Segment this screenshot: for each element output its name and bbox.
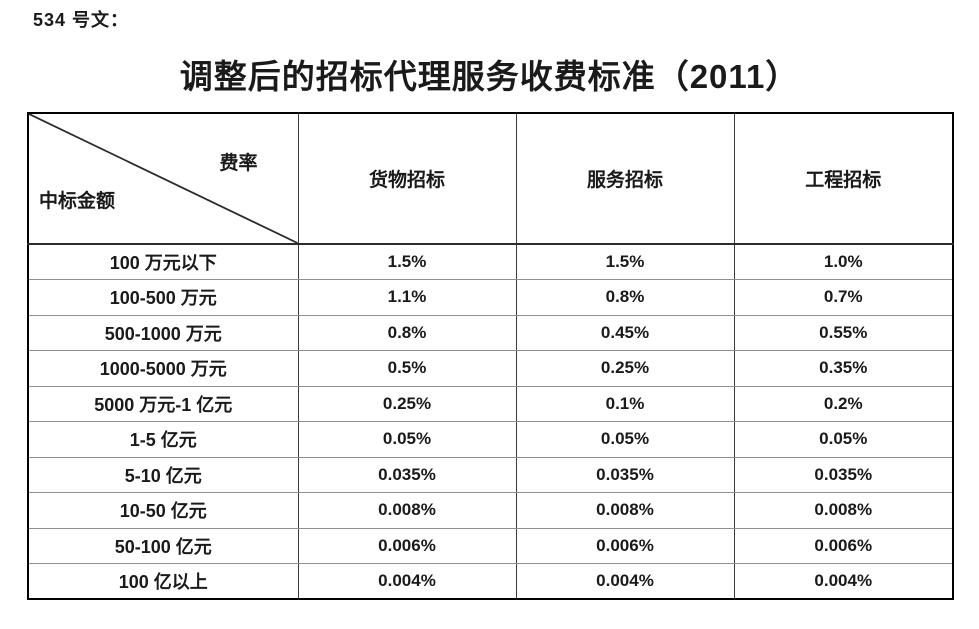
- fee-value-cell: 0.004%: [733, 563, 954, 600]
- fee-value-cell: 0.45%: [515, 314, 735, 351]
- table-row: 100-500 万元 1.1% 0.8% 0.7%: [27, 279, 954, 316]
- fee-value-cell: 0.25%: [515, 350, 735, 387]
- fee-value-cell: 0.8%: [515, 279, 735, 316]
- table-body: 100 万元以下 1.5% 1.5% 1.0% 100-500 万元 1.1% 0.8% 0.…: [27, 243, 954, 600]
- fee-value-cell: 0.2%: [733, 385, 954, 422]
- column-header-engineering-bidding: 工程招标: [733, 113, 954, 245]
- fee-value-cell: 0.05%: [733, 421, 954, 458]
- fee-value-cell: 0.55%: [733, 314, 954, 351]
- fee-value-cell: 0.35%: [733, 350, 954, 387]
- table-row: 500-1000 万元 0.8% 0.45% 0.55%: [27, 314, 954, 351]
- fee-value-cell: 0.035%: [297, 456, 517, 493]
- row-label-amount-range: 1000-5000 万元: [27, 350, 299, 387]
- table-row: 5-10 亿元 0.035% 0.035% 0.035%: [27, 456, 954, 493]
- page-title: 调整后的招标代理服务收费标准（2011）: [179, 58, 800, 95]
- fee-value-cell: 0.008%: [733, 492, 954, 529]
- column-header-goods-bidding: 货物招标: [297, 113, 517, 245]
- row-label-amount-range: 500-1000 万元: [27, 314, 299, 351]
- table-row: 100 亿以上 0.004% 0.004% 0.004%: [27, 563, 954, 600]
- table-row: 10-50 亿元 0.008% 0.008% 0.008%: [27, 492, 954, 529]
- row-label-amount-range: 50-100 亿元: [27, 527, 299, 564]
- fee-value-cell: 0.5%: [297, 350, 517, 387]
- row-label-amount-range: 100 亿以上: [27, 563, 299, 600]
- row-label-amount-range: 100-500 万元: [27, 279, 299, 316]
- table-row: 100 万元以下 1.5% 1.5% 1.0%: [27, 243, 954, 280]
- fee-value-cell: 0.006%: [733, 527, 954, 564]
- table-row: 50-100 亿元 0.006% 0.006% 0.006%: [27, 527, 954, 564]
- fee-value-cell: 0.05%: [515, 421, 735, 458]
- fee-value-cell: 0.006%: [297, 527, 517, 564]
- fee-standard-table: 费率 中标金额 货物招标 服务招标 工程招标 100 万元以下 1.5% 1.5% 1…: [27, 112, 954, 600]
- fee-value-cell: 0.035%: [515, 456, 735, 493]
- fee-value-cell: 0.8%: [297, 314, 517, 351]
- table-row: 5000 万元-1 亿元 0.25% 0.1% 0.2%: [27, 385, 954, 422]
- corner-amount-label: 中标金额: [39, 191, 116, 212]
- fee-value-cell: 0.05%: [297, 421, 517, 458]
- corner-rate-label: 费率: [219, 153, 258, 174]
- row-label-amount-range: 5-10 亿元: [27, 456, 299, 493]
- fee-value-cell: 0.008%: [515, 492, 735, 529]
- doc-number: 534 号文：: [33, 10, 130, 30]
- fee-value-cell: 0.7%: [733, 279, 954, 316]
- fee-value-cell: 0.004%: [515, 563, 735, 600]
- row-label-amount-range: 1-5 亿元: [27, 421, 299, 458]
- fee-value-cell: 1.5%: [515, 243, 735, 280]
- diagonal-divider-line: [29, 114, 297, 242]
- fee-value-cell: 0.004%: [297, 563, 517, 600]
- row-label-amount-range: 100 万元以下: [27, 243, 299, 280]
- fee-value-cell: 1.5%: [297, 243, 517, 280]
- fee-value-cell: 0.035%: [733, 456, 954, 493]
- column-header-service-bidding: 服务招标: [515, 113, 735, 245]
- row-label-amount-range: 10-50 亿元: [27, 492, 299, 529]
- fee-value-cell: 1.1%: [297, 279, 517, 316]
- table-row: 1000-5000 万元 0.5% 0.25% 0.35%: [27, 350, 954, 387]
- fee-value-cell: 0.008%: [297, 492, 517, 529]
- row-label-amount-range: 5000 万元-1 亿元: [27, 385, 299, 422]
- fee-value-cell: 1.0%: [733, 243, 954, 280]
- corner-header-cell: 费率 中标金额: [27, 113, 299, 245]
- fee-value-cell: 0.25%: [297, 385, 517, 422]
- fee-value-cell: 0.006%: [515, 527, 735, 564]
- fee-value-cell: 0.1%: [515, 385, 735, 422]
- table-row: 1-5 亿元 0.05% 0.05% 0.05%: [27, 421, 954, 458]
- table-header-row: 费率 中标金额 货物招标 服务招标 工程招标: [27, 113, 954, 245]
